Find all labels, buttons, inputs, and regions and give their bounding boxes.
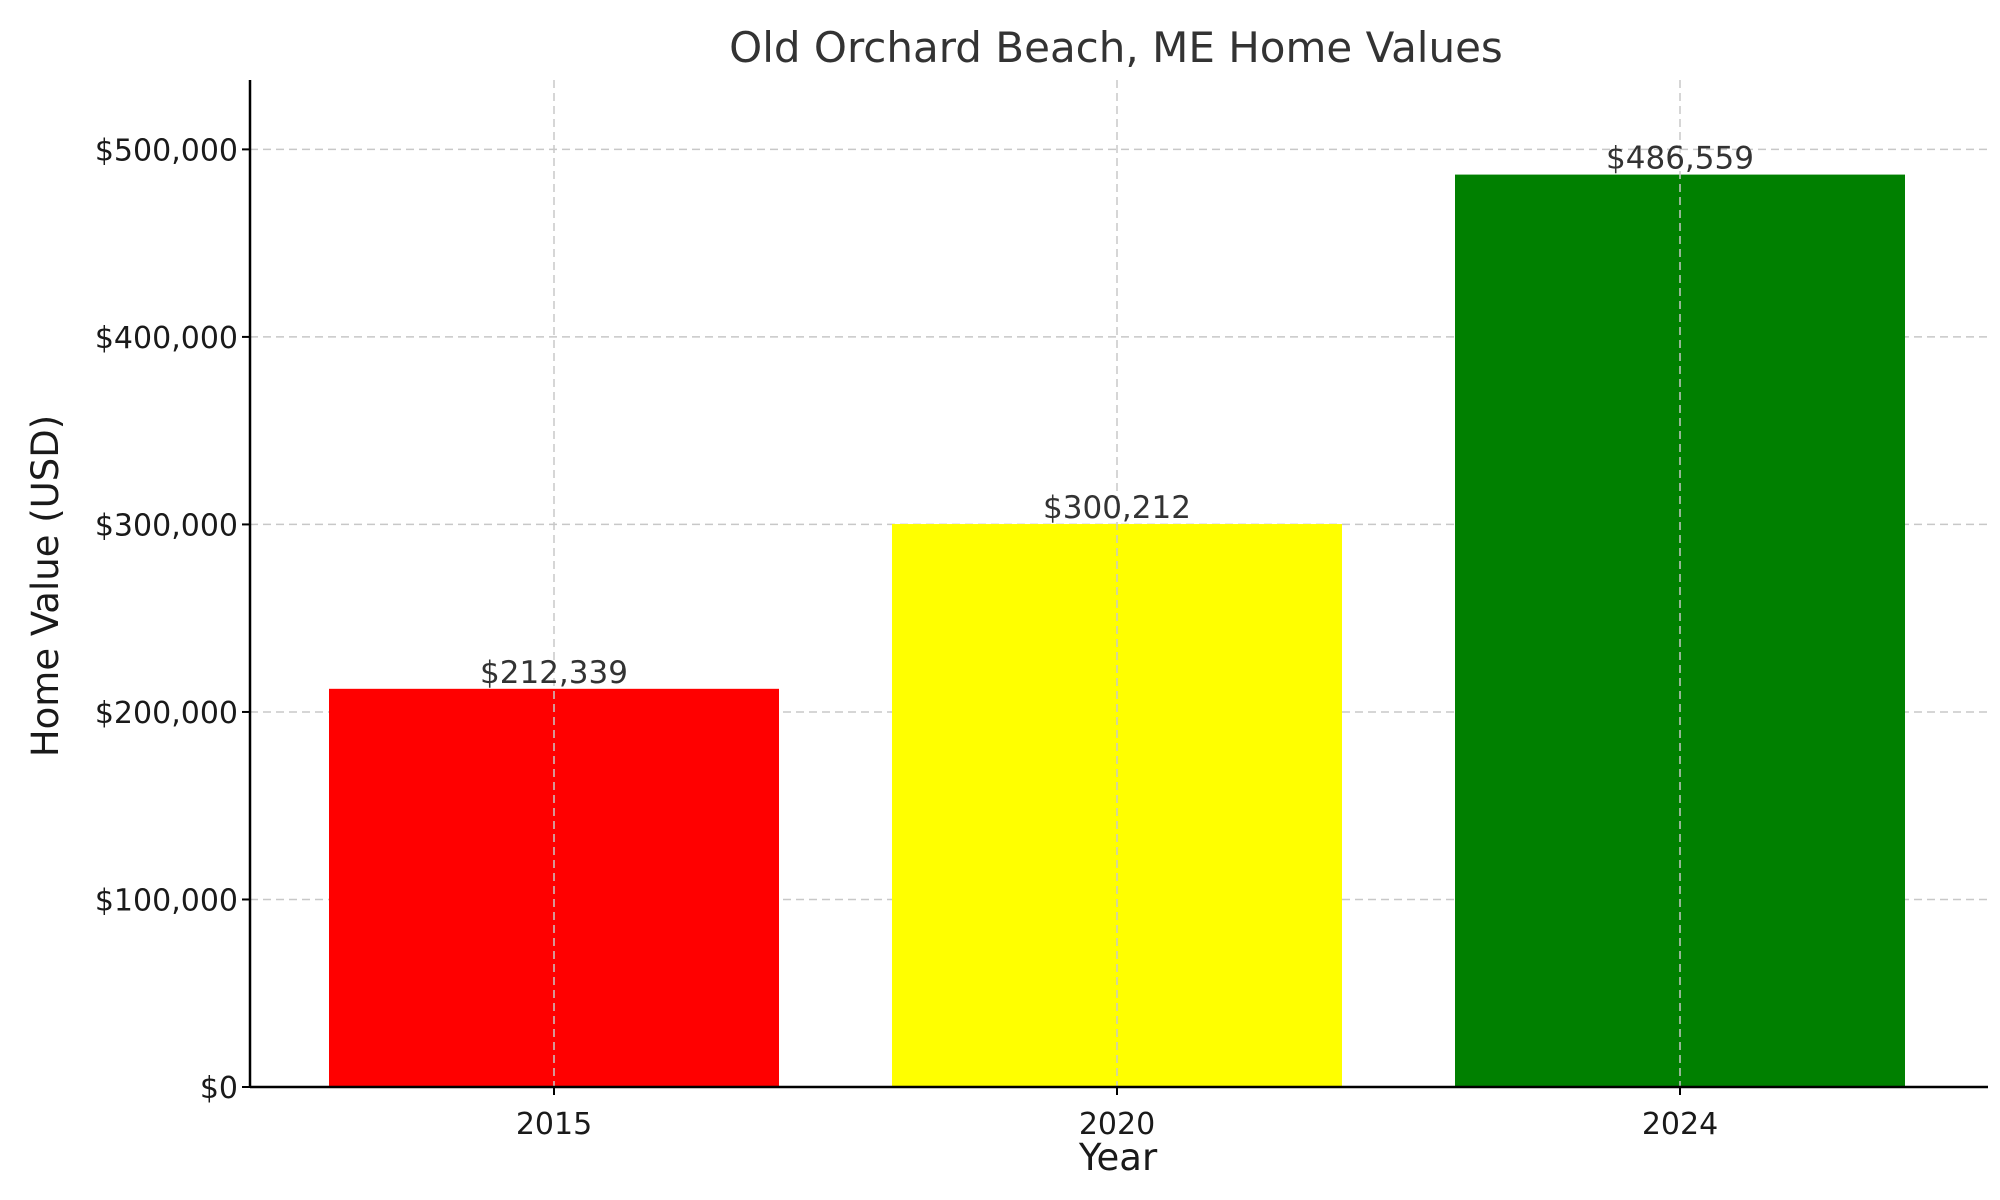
y-tick-label: $500,000	[95, 133, 238, 168]
y-tick-label: $400,000	[95, 321, 238, 356]
bar-2020	[892, 524, 1342, 1087]
y-tick-label: $200,000	[95, 696, 238, 731]
x-tick-label: 2024	[1642, 1107, 1718, 1142]
chart-title: Old Orchard Beach, ME Home Values	[729, 23, 1503, 72]
x-gridlines	[553, 80, 1681, 1087]
x-ticks: 2015 2020 2024	[516, 1087, 1718, 1142]
data-label-2015: $212,339	[480, 655, 628, 691]
axes	[248, 80, 1988, 1089]
y-ticks: $0 $100,000 $200,000 $300,000 $400,000 $500,0…	[95, 133, 250, 1106]
y-axis-label: Home Value (USD)	[24, 415, 67, 757]
y-tick-label: $0	[200, 1071, 238, 1106]
data-labels: $212,339 $300,212 $486,559	[480, 141, 1754, 691]
x-tick-label: 2020	[1079, 1107, 1155, 1142]
y-tick-label: $300,000	[95, 508, 238, 543]
data-label-2024: $486,559	[1606, 141, 1754, 177]
data-label-2020: $300,212	[1043, 490, 1191, 526]
x-axis-label: Year	[1078, 1136, 1158, 1179]
y-tick-label: $100,000	[95, 883, 238, 918]
x-tick-label: 2015	[516, 1107, 592, 1142]
